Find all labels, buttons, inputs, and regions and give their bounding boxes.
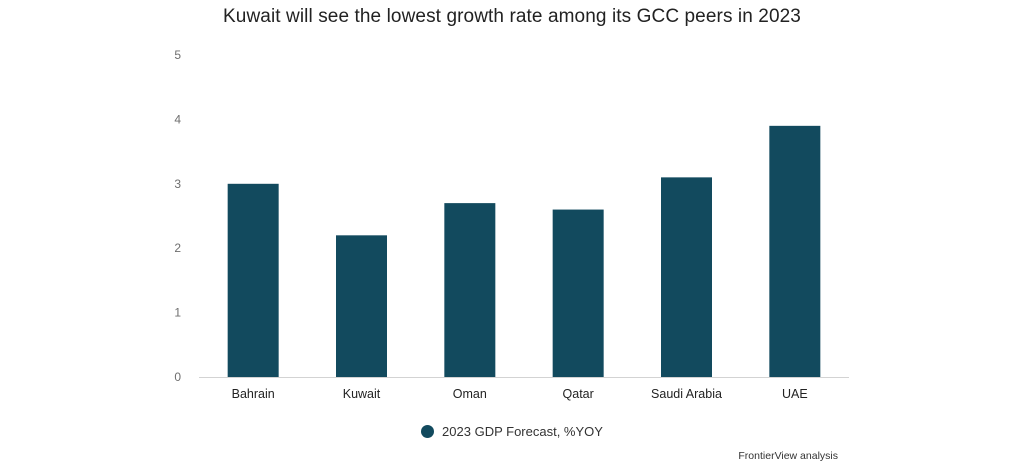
y-tick-label: 5 bbox=[174, 48, 181, 62]
bar-oman bbox=[444, 203, 496, 377]
x-axis-labels: Bahrain Kuwait Oman Qatar Saudi Arabia UAE bbox=[232, 387, 808, 401]
bars bbox=[227, 125, 821, 377]
bar-kuwait bbox=[336, 235, 387, 377]
legend: 2023 GDP Forecast, %YOY bbox=[0, 424, 1024, 439]
y-tick-label: 2 bbox=[174, 241, 181, 255]
bar-qatar bbox=[552, 209, 604, 377]
bar-saudi-arabia bbox=[661, 177, 712, 377]
legend-label: 2023 GDP Forecast, %YOY bbox=[442, 424, 603, 439]
x-tick-label: Bahrain bbox=[232, 387, 275, 401]
x-tick-label: Saudi Arabia bbox=[651, 387, 722, 401]
y-tick-label: 1 bbox=[174, 306, 181, 320]
bar-uae bbox=[769, 125, 821, 377]
x-tick-label: UAE bbox=[782, 387, 808, 401]
y-tick-label: 4 bbox=[174, 112, 181, 126]
legend-swatch bbox=[421, 425, 435, 438]
x-tick-label: Kuwait bbox=[343, 387, 381, 401]
y-tick-label: 0 bbox=[174, 370, 181, 384]
source-note: FrontierView analysis bbox=[738, 450, 838, 462]
bar-bahrain bbox=[227, 183, 279, 377]
x-tick-label: Oman bbox=[453, 387, 487, 401]
chart-title: Kuwait will see the lowest growth rate a… bbox=[223, 6, 801, 27]
y-axis-ticks: 0 1 2 3 4 5 bbox=[174, 48, 181, 384]
x-tick-label: Qatar bbox=[563, 387, 594, 401]
y-tick-label: 3 bbox=[174, 177, 181, 191]
